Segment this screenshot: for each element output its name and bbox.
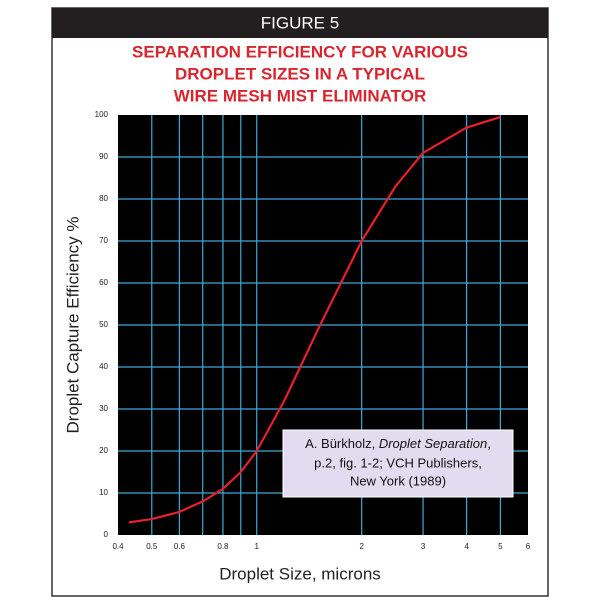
y-tick-label: 20: [99, 446, 108, 455]
y-axis-label: Droplet Capture Efficiency %: [63, 216, 82, 433]
x-tick-label: 6: [526, 542, 531, 551]
chart-title: DROPLET SIZES IN A TYPICAL: [175, 64, 425, 83]
y-tick-label: 90: [99, 152, 108, 161]
annotation-book: Droplet Separation: [379, 436, 487, 451]
x-tick-label: 0.6: [174, 542, 186, 551]
annotation-box: [282, 429, 514, 498]
chart-title: SEPARATION EFFICIENCY FOR VARIOUS: [132, 42, 468, 61]
annotation-text: New York (1989): [350, 473, 446, 488]
x-tick-label: 4: [464, 542, 469, 551]
x-tick-label: 2: [359, 542, 364, 551]
y-tick-label: 80: [99, 194, 108, 203]
annotation-text: p.2, fig. 1-2; VCH Publishers,: [314, 455, 482, 470]
data-line: [128, 116, 501, 524]
annotation-text: ,: [487, 436, 491, 451]
x-tick-label: 5: [498, 542, 503, 551]
y-tick-label: 30: [99, 404, 108, 413]
x-tick-label: 0.8: [217, 542, 229, 551]
y-tick-label: 100: [95, 110, 109, 119]
y-tick-label: 60: [99, 278, 108, 287]
x-axis-label: Droplet Size, microns: [219, 564, 381, 583]
x-tick-label: 3: [421, 542, 426, 551]
y-tick-label: 70: [99, 236, 108, 245]
annotation-author: A. Bürkholz,: [305, 436, 379, 451]
y-tick-label: 40: [99, 362, 108, 371]
annotation: A. Bürkholz, Droplet Separation,: [305, 436, 491, 451]
header: FIGURE 5: [261, 13, 339, 32]
y-tick-label: 10: [99, 488, 108, 497]
y-tick-label: 50: [99, 320, 108, 329]
chart-title: WIRE MESH MIST ELIMINATOR: [174, 86, 426, 105]
y-tick-label: 0: [104, 530, 109, 539]
x-tick-label: 0.4: [112, 542, 124, 551]
header-band: [52, 8, 548, 38]
x-tick-label: 1: [255, 542, 260, 551]
x-tick-label: 0.5: [146, 542, 158, 551]
